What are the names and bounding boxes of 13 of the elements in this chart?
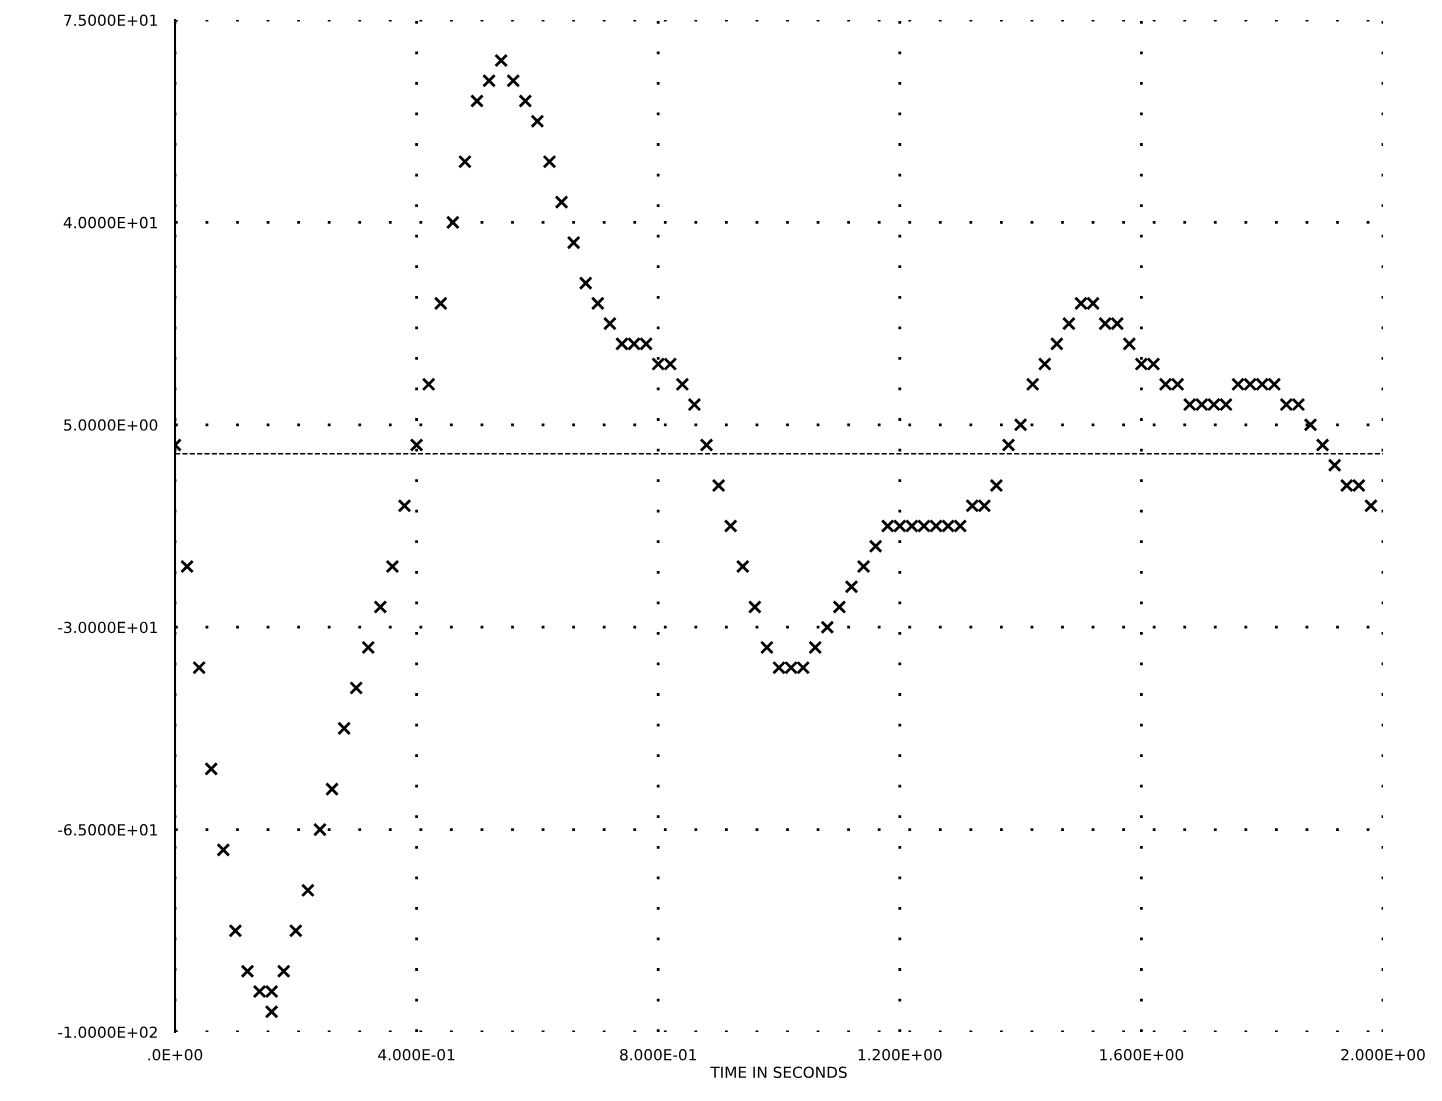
x-tick-label: 8.000E-01 (620, 1048, 696, 1061)
y-tick-label: 7.5000E+01 (64, 14, 157, 27)
x-tick-label: 1.600E+00 (1100, 1048, 1184, 1061)
x-tick-label: .0E+00 (148, 1048, 203, 1061)
x-tick-label: 4.000E-01 (378, 1048, 455, 1061)
x-axis-title: TIME IN SECONDS (710, 1066, 847, 1079)
y-tick-label: -6.5000E+01 (58, 824, 157, 836)
y-tick-label: 4.0000E+01 (63, 216, 157, 229)
y-tick-label: 5.0000E+00 (64, 419, 158, 431)
x-tick-label: 1.200E+00 (858, 1048, 942, 1061)
x-tick-label: 2.000E+00 (1341, 1048, 1425, 1061)
y-tick-label: -3.0000E+01 (58, 621, 157, 634)
y-tick-label: -1.0000E+02 (58, 1026, 157, 1039)
